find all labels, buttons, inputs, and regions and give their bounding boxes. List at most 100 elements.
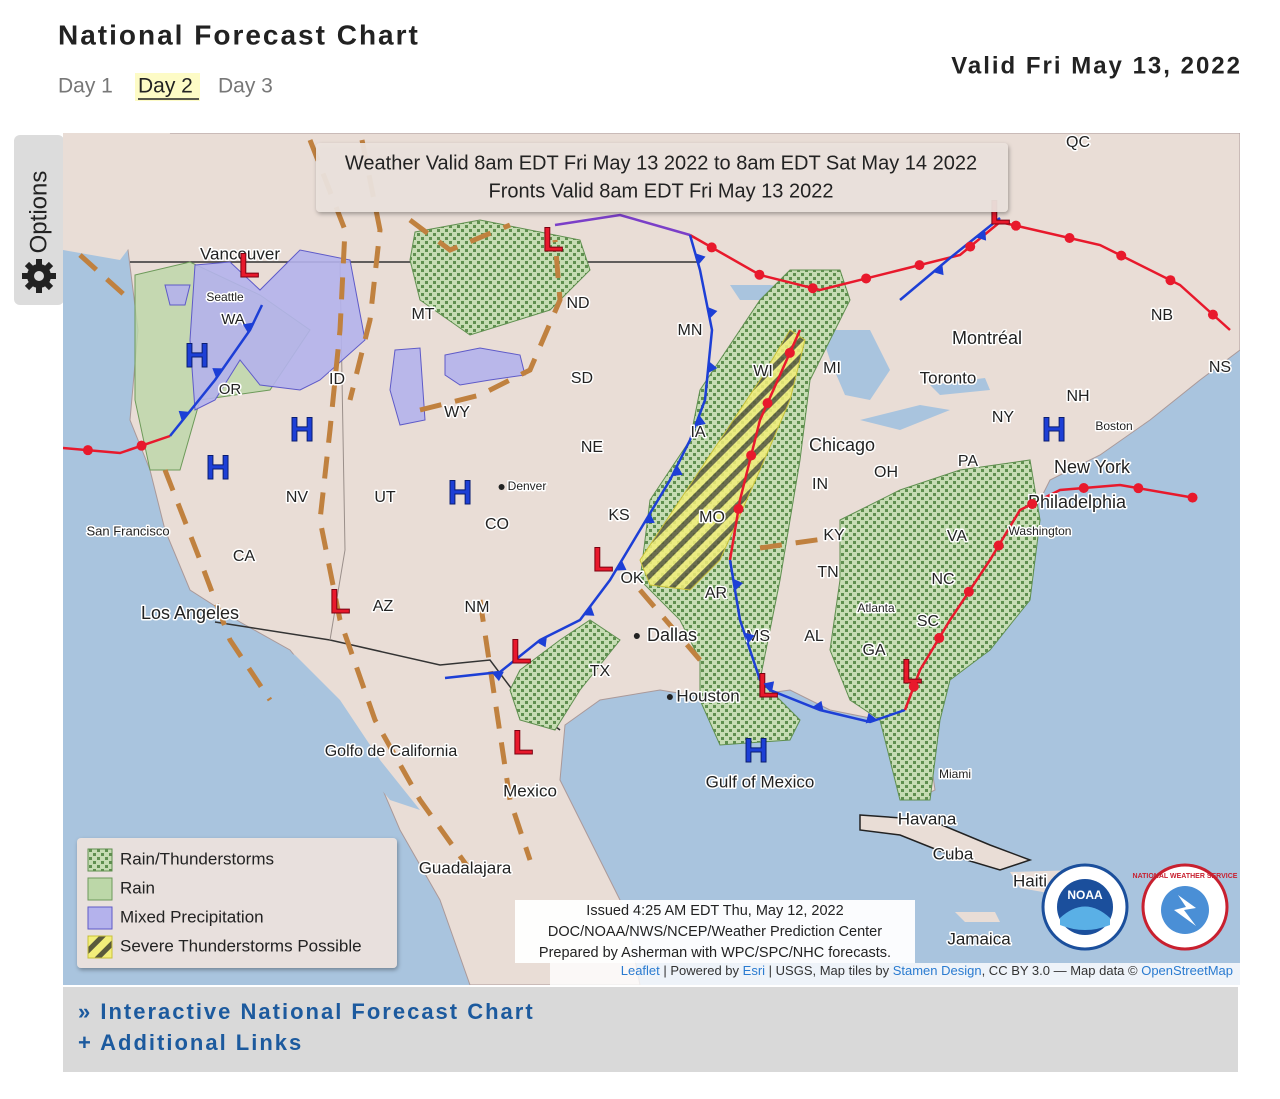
- legend-label: Severe Thunderstorms Possible: [120, 936, 362, 955]
- banner-line: Fronts Valid 8am EDT Fri May 13 2022: [489, 180, 834, 202]
- mixed-area: [189, 249, 366, 411]
- link[interactable]: » Interactive National Forecast Chart: [78, 999, 535, 1024]
- link[interactable]: + Additional Links: [78, 1030, 303, 1055]
- attribution-link[interactable]: Esri: [743, 963, 766, 978]
- front-symbol: [1064, 232, 1075, 243]
- place-label: IA: [690, 424, 705, 441]
- attribution-bar: [550, 963, 1240, 985]
- place-label: TN: [817, 564, 838, 581]
- attribution-link[interactable]: OpenStreetMap: [1141, 963, 1233, 978]
- place-label: Havana: [898, 809, 957, 828]
- place-label: AL: [804, 628, 824, 645]
- tab-active[interactable]: Day 2: [138, 75, 193, 98]
- place-label: Toronto: [920, 368, 977, 387]
- place-label: MT: [411, 306, 434, 323]
- place-label: WA: [221, 311, 245, 328]
- front-symbol: [754, 269, 765, 280]
- occluded-front: [554, 213, 691, 237]
- legend-label: Rain/Thunderstorms: [120, 849, 274, 868]
- place-label: TX: [590, 663, 611, 680]
- place-label: Vancouver: [200, 244, 280, 263]
- options-label[interactable]: Options: [25, 171, 52, 254]
- high-pressure: H: [290, 411, 315, 449]
- place-label: New York: [1054, 457, 1131, 477]
- front-symbol: [762, 398, 773, 409]
- place-label: ND: [566, 295, 589, 312]
- logo-text: NATIONAL WEATHER SERVICE: [1133, 873, 1238, 880]
- front-symbol: [1010, 220, 1021, 231]
- tab[interactable]: Day 1: [58, 75, 113, 98]
- front-symbol: [1187, 492, 1198, 503]
- high-pressure: H: [185, 337, 210, 375]
- place-label: NE: [581, 439, 603, 456]
- front-symbol: [861, 273, 872, 284]
- place-label: WY: [444, 404, 470, 421]
- front-symbol: [763, 681, 775, 692]
- place-label: NH: [1066, 388, 1089, 405]
- front-symbol: [615, 560, 627, 571]
- place-label: AZ: [373, 598, 394, 615]
- high-pressure: H: [744, 732, 769, 770]
- tab[interactable]: Day 3: [218, 75, 273, 98]
- trough: [638, 588, 702, 662]
- place-label: OR: [219, 381, 242, 398]
- front-symbol: [934, 633, 945, 644]
- gulf-of-california: [250, 640, 420, 810]
- attribution-link[interactable]: Leaflet: [621, 963, 660, 978]
- attribution-link[interactable]: Stamen Design: [893, 963, 982, 978]
- place-label: UT: [374, 489, 396, 506]
- low-pressure: L: [511, 633, 532, 671]
- place-label: VA: [947, 528, 967, 545]
- issued-line: Issued 4:25 AM EDT Thu, May 12, 2022: [586, 903, 843, 919]
- trough: [759, 535, 831, 551]
- place-label: CA: [233, 548, 256, 565]
- legend-swatch: [87, 877, 113, 901]
- cold-front: [899, 217, 1001, 301]
- front-symbol: [746, 450, 757, 461]
- map: Vancouver Seattle WA OR MT ND MN SD WY NE ID NV UT CO…: [63, 133, 1240, 985]
- place-label: Cuba: [933, 844, 974, 863]
- place-label: NV: [286, 489, 309, 506]
- city-dot: [498, 484, 505, 490]
- front-symbol: [975, 229, 987, 241]
- front-symbol: [178, 410, 190, 422]
- pressure-centers: HHHHHHLLLLLLLLL: [184, 193, 1067, 770]
- options-tab[interactable]: [14, 135, 64, 305]
- place-label: Mexico: [503, 781, 557, 800]
- front-symbol: [908, 681, 919, 692]
- place-label: KY: [823, 527, 845, 544]
- front-symbol: [136, 440, 147, 451]
- place-label: OH: [874, 464, 898, 481]
- front-symbol: [1078, 483, 1089, 494]
- front-symbol: [212, 368, 224, 379]
- front-symbol: [733, 503, 744, 514]
- attribution-text: | USGS, Map tiles by: [765, 963, 893, 978]
- legend-swatch: [87, 935, 113, 959]
- active-tab-bg: [135, 73, 200, 101]
- high-pressure: H: [448, 474, 473, 512]
- front-symbol: [706, 242, 717, 253]
- place-label: AR: [705, 585, 727, 602]
- place-label: SD: [571, 370, 593, 387]
- warm-front: [903, 483, 1196, 711]
- place-label: Gulf of Mexico: [706, 772, 815, 791]
- gear-icon[interactable]: [22, 259, 56, 293]
- place-label: NC: [931, 571, 954, 588]
- warm-front: [689, 220, 1231, 331]
- place-label: Boston: [1095, 419, 1132, 433]
- place-label: ID: [329, 371, 345, 388]
- place-label: MN: [678, 322, 703, 339]
- front-symbol: [82, 445, 93, 456]
- place-label: NY: [992, 409, 1015, 426]
- rain-thunder-area: [829, 459, 1041, 801]
- front-symbol: [583, 605, 595, 616]
- trough: [477, 599, 533, 861]
- front-symbol: [242, 322, 254, 334]
- cold-front: [444, 234, 714, 680]
- place-label: Seattle: [206, 290, 244, 304]
- trough: [307, 139, 473, 872]
- city-dot: [633, 633, 640, 639]
- low-pressure: L: [593, 541, 614, 579]
- front-symbol: [491, 671, 504, 682]
